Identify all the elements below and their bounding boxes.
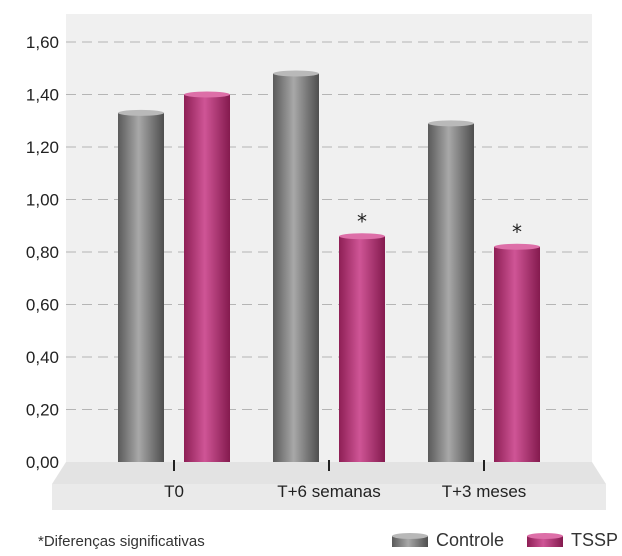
x-category-label: T+6 semanas (277, 482, 380, 501)
bar-top-controle-2 (428, 120, 474, 127)
x-category-label: T0 (164, 482, 184, 501)
y-tick-label: 0,00 (26, 453, 59, 472)
plot-floor-band (52, 484, 606, 510)
bar-controle-0 (118, 112, 164, 462)
y-tick-label: 1,00 (26, 191, 59, 210)
y-tick-label: 0,20 (26, 401, 59, 420)
legend-item-tssp: TSSP (527, 530, 618, 551)
bar-tssp-2 (494, 246, 540, 462)
y-tick-label: 0,40 (26, 348, 59, 367)
y-tick-label: 1,40 (26, 86, 59, 105)
bar-top-tssp-2 (494, 243, 540, 250)
bar-controle-2 (428, 123, 474, 462)
significance-asterisk: * (357, 209, 367, 233)
plot-floor (52, 462, 606, 484)
y-tick-label: 0,80 (26, 243, 59, 262)
bar-top-controle-1 (273, 70, 319, 77)
y-tick-label: 1,60 (26, 33, 59, 52)
footnote: *Diferenças significativas (38, 533, 205, 550)
legend-label-controle: Controle (436, 530, 505, 550)
bar-top-controle-0 (118, 109, 164, 116)
y-tick-label: 0,60 (26, 296, 59, 315)
bar-top-tssp-0 (184, 91, 230, 98)
significance-asterisk: * (512, 220, 522, 244)
legend-swatch-controle (392, 532, 428, 547)
legend-label-tssp: TSSP (571, 530, 619, 550)
bar-chart: 0,00 0,20 0,40 0,60 0,80 1,00 1,20 1,40 1,60 T0 T… (26, 14, 606, 510)
bar-tssp-1 (339, 236, 385, 462)
y-tick-label: 1,20 (26, 138, 59, 157)
legend-swatch-tssp (527, 532, 563, 547)
bar-tssp-0 (184, 94, 230, 462)
bar-top-tssp-1 (339, 233, 385, 240)
legend-item-controle: Controle (392, 530, 504, 551)
x-category-label: T+3 meses (442, 482, 527, 501)
bar-controle-1 (273, 73, 319, 462)
